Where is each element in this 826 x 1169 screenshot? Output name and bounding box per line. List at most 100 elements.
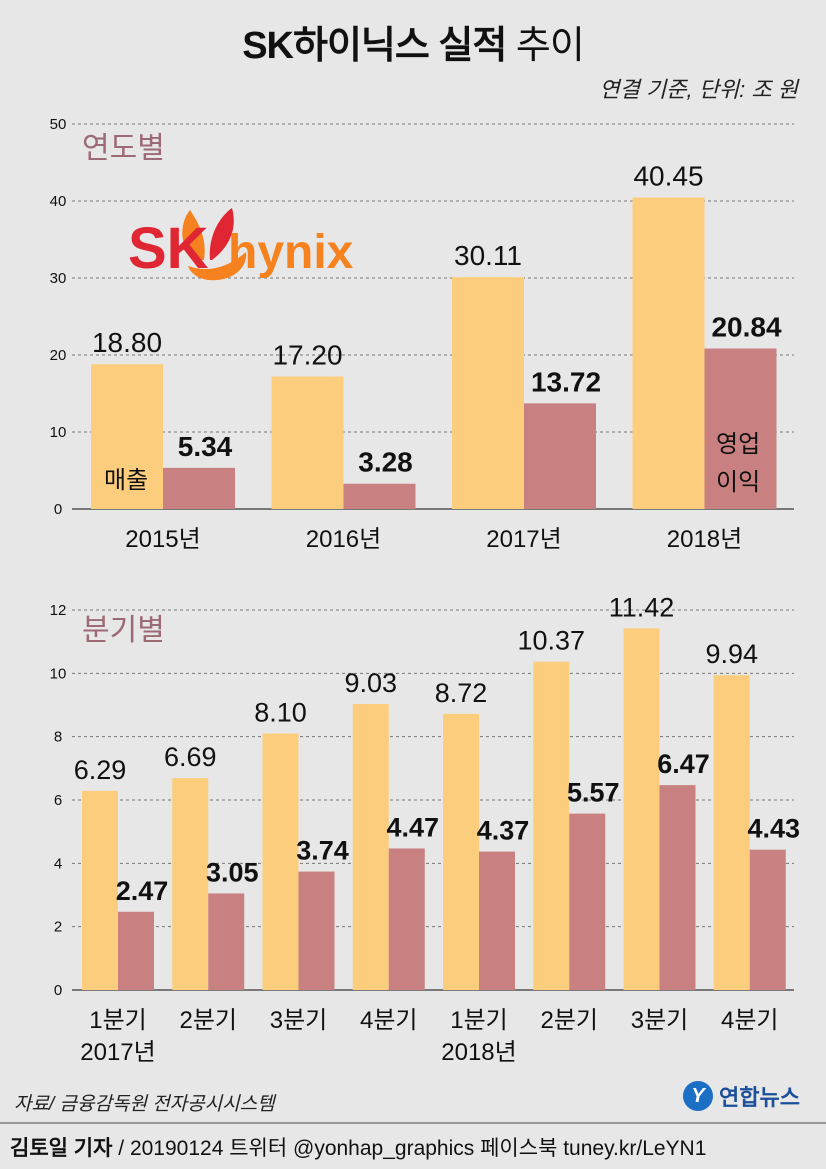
profit-value-label: 13.72: [531, 366, 601, 397]
sales-value-label: 40.45: [633, 161, 703, 192]
butterfly-wing-right: [209, 208, 234, 260]
yonhap-logo-icon: Y: [683, 1081, 714, 1111]
sales-value-label: 8.10: [254, 698, 307, 728]
category-label: 3분기: [270, 1007, 328, 1034]
year-label: 2018년: [441, 1039, 516, 1066]
butterfly-wing-left: [182, 210, 205, 260]
unit-note: 연결 기준, 단위: 조 원: [599, 77, 798, 102]
annual-bars: 18.80 5.34 2015년 17.20 3.28 2016년 30.11 13.72 20…: [91, 161, 782, 553]
profit-bar: [118, 911, 154, 990]
sales-bar: [533, 661, 570, 990]
y-tick-label: 40: [50, 193, 67, 210]
sales-value-label: 10.37: [517, 626, 585, 656]
quarterly-bars: 6.29 2.47 1분기 6.69 3.05 2분기 8.10 3.74 3분기 9.03 4.4…: [74, 592, 800, 1066]
profit-bar: [298, 871, 335, 990]
category-label: 2분기: [179, 1007, 237, 1034]
sales-value-label: 30.11: [454, 240, 522, 271]
credit-line: 김토일 기자 / 20190124 트위터 @yonhap_graphics 페…: [10, 1132, 706, 1162]
sales-bar: [271, 376, 344, 509]
profit-bar: [704, 348, 777, 509]
annual-legend-profit-2: 이익: [716, 469, 760, 496]
page-title: SK하이닉스 실적 추이: [0, 14, 826, 69]
category-label: 2017년: [486, 526, 561, 553]
annual-legend-sales: 매출: [104, 467, 148, 494]
sales-bar: [91, 364, 163, 509]
agency-name: 연합뉴스: [719, 1085, 800, 1110]
category-label: 1분기: [89, 1007, 147, 1034]
credit-info: / 20190124 트위터 @yonhap_graphics 페이스북 tun…: [112, 1137, 707, 1160]
y-tick-label: 30: [50, 270, 67, 287]
sales-bar: [82, 790, 118, 990]
category-label: 2016년: [306, 526, 381, 553]
category-label: 4분기: [721, 1007, 779, 1034]
category-label: 3분기: [631, 1007, 689, 1034]
sales-bar: [443, 713, 479, 990]
y-tick-label: 12: [50, 602, 67, 619]
y-tick-label: 0: [54, 501, 62, 518]
y-tick-label: 10: [50, 665, 67, 682]
category-label: 4분기: [360, 1007, 418, 1034]
source-note: 자료/ 금융감독원 전자공시시스템: [14, 1094, 275, 1115]
sales-bar: [352, 704, 389, 990]
profit-value-label: 4.43: [747, 814, 800, 844]
profit-bar: [208, 893, 245, 990]
agency-logo: Y 연합뉴스: [683, 1080, 800, 1112]
quarterly-chart: 0 2 4 6 8 10 12 6.29 2.47 1분기 6.69 3.05 2분기 8.10 3.74…: [50, 592, 800, 1066]
annual-chart: 0 10 20 30 40 50 18.80 5.34 2015년 17.20 3.28 2016년…: [50, 116, 794, 553]
sales-value-label: 8.72: [435, 678, 488, 708]
profit-value-label: 2.47: [116, 876, 169, 906]
profit-value-label: 5.57: [567, 778, 620, 808]
y-tick-label: 8: [54, 729, 62, 746]
sales-value-label: 9.94: [705, 639, 758, 669]
annual-chart-panel: 0 10 20 30 40 50 18.80 5.34 2015년 17.20 3.28 2016년…: [0, 100, 826, 560]
sales-bar: [623, 628, 660, 990]
quarterly-section-title: 분기별: [82, 614, 165, 647]
quarterly-chart-panel: 0 2 4 6 8 10 12 6.29 2.47 1분기 6.69 3.05 2분기 8.10 3.74…: [0, 590, 826, 1080]
sales-value-label: 6.69: [164, 742, 217, 772]
y-tick-label: 0: [54, 982, 62, 999]
sk-hynix-logo: SK hynix: [128, 208, 354, 281]
category-label: 2015년: [125, 526, 200, 553]
y-tick-label: 10: [50, 424, 67, 441]
sales-value-label: 11.42: [609, 592, 675, 622]
title-light: 추이: [515, 25, 585, 67]
reporter-name: 김토일 기자: [10, 1137, 113, 1160]
sales-value-label: 9.03: [344, 668, 397, 698]
y-tick-label: 4: [54, 855, 62, 872]
title-main: SK하이닉스 실적: [242, 25, 507, 67]
sales-bar: [632, 197, 705, 509]
sales-bar: [262, 733, 299, 990]
annual-legend-profit-1: 영업: [716, 431, 760, 458]
category-label: 1분기: [450, 1007, 508, 1034]
annual-section-title: 연도별: [82, 132, 165, 165]
profit-bar: [569, 813, 606, 990]
profit-value-label: 5.34: [178, 431, 233, 462]
footer-divider: [0, 1122, 826, 1124]
sales-value-label: 17.20: [272, 340, 342, 371]
profit-bar: [524, 403, 596, 509]
sales-bar: [713, 675, 750, 990]
profit-bar: [749, 849, 786, 990]
profit-value-label: 3.28: [358, 447, 413, 478]
y-tick-label: 20: [50, 347, 67, 364]
butterfly-wing-lower: [188, 252, 247, 281]
profit-value-label: 6.47: [657, 749, 710, 779]
year-label: 2017년: [80, 1039, 155, 1066]
profit-value-label: 20.84: [711, 312, 781, 343]
profit-bar: [163, 467, 235, 509]
profit-value-label: 3.05: [206, 857, 259, 887]
profit-bar: [343, 483, 416, 509]
profit-bar: [659, 785, 696, 990]
sales-value-label: 18.80: [92, 327, 162, 358]
y-tick-label: 2: [54, 919, 62, 936]
profit-value-label: 4.47: [386, 812, 439, 842]
y-tick-label: 6: [54, 792, 62, 809]
logo-hynix-text: hynix: [228, 226, 354, 279]
logo-sk-text: SK: [128, 216, 209, 281]
y-tick-label: 50: [50, 116, 67, 133]
sales-bar: [452, 277, 524, 509]
category-label: 2018년: [667, 526, 742, 553]
sales-bar: [172, 778, 209, 990]
profit-bar: [479, 851, 515, 990]
profit-value-label: 4.37: [477, 816, 530, 846]
